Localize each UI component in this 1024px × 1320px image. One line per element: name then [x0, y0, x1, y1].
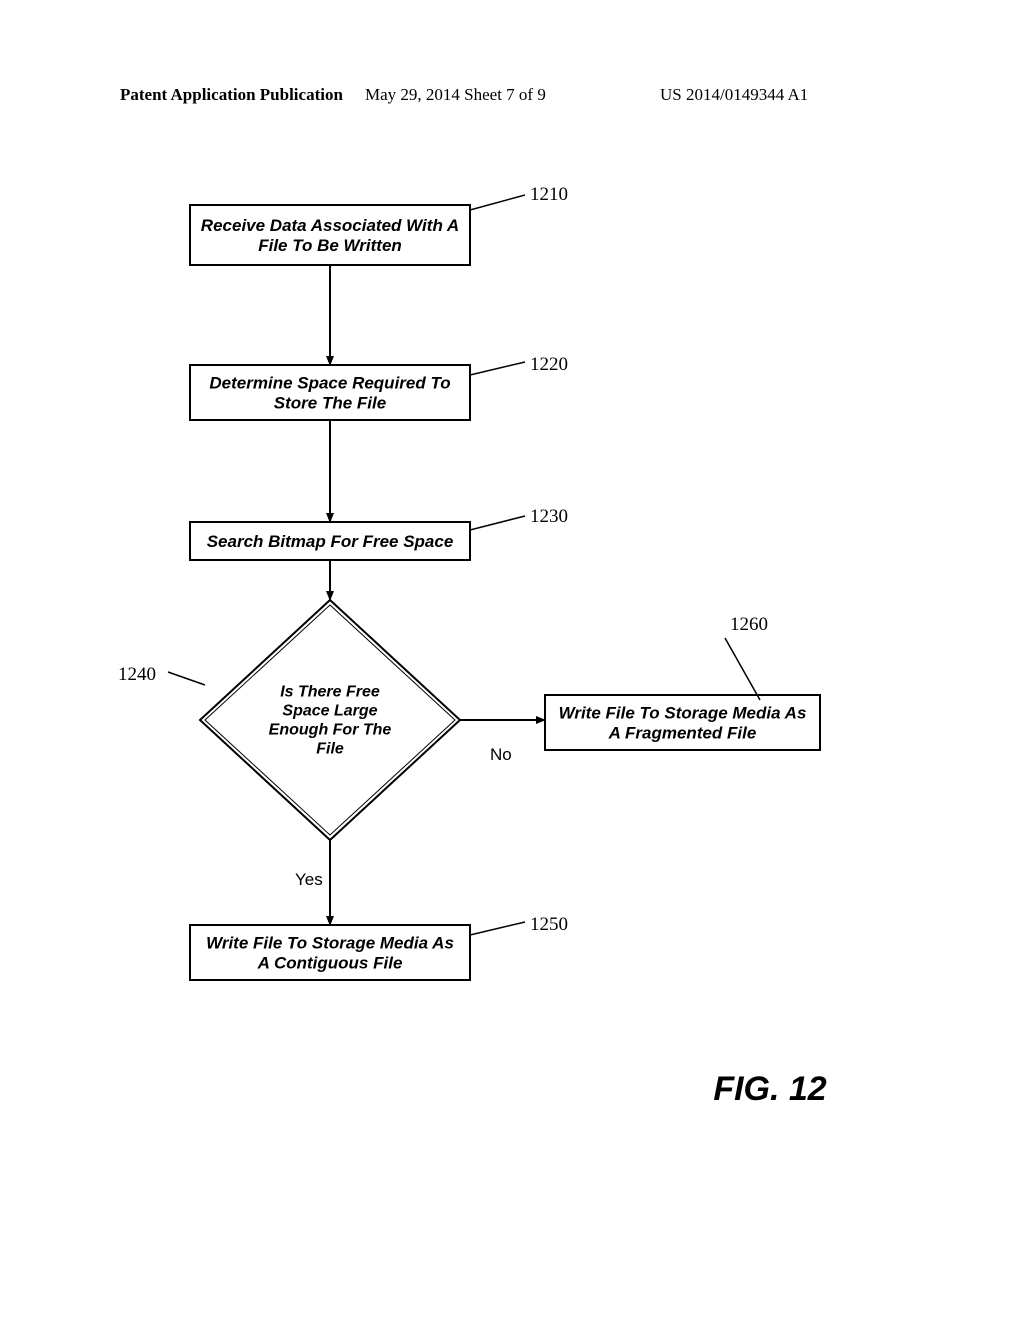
ref-leader-n1230	[470, 516, 525, 530]
ref-leader-n1210	[470, 195, 525, 210]
ref-label-n1240: 1240	[118, 664, 156, 685]
ref-leader-n1250	[470, 922, 525, 935]
ref-label-n1230: 1230	[530, 506, 568, 527]
flow-diamond-n1240	[200, 600, 460, 840]
ref-leader-n1240	[168, 672, 205, 685]
flow-box-text-n1230: Search Bitmap For Free Space	[207, 532, 454, 551]
flow-edge-label-4: Yes	[295, 870, 323, 889]
ref-label-n1260: 1260	[730, 614, 768, 635]
flow-box-text-n1210: Receive Data Associated With AFile To Be…	[201, 216, 459, 255]
ref-leader-n1260	[725, 638, 760, 700]
flow-edge-label-3: No	[490, 745, 512, 764]
flow-box-n1210	[190, 205, 470, 265]
flow-box-text-n1250: Write File To Storage Media AsA Contiguo…	[206, 934, 454, 973]
flow-box-text-n1260: Write File To Storage Media AsA Fragment…	[559, 704, 807, 743]
flow-box-text-n1220: Determine Space Required ToStore The Fil…	[209, 374, 450, 413]
ref-label-n1250: 1250	[530, 914, 568, 935]
ref-label-n1220: 1220	[530, 354, 568, 375]
flowchart-diagram: Receive Data Associated With AFile To Be…	[0, 0, 1024, 1320]
ref-leader-n1220	[470, 362, 525, 375]
flow-diamond-text-n1240: Is There FreeSpace LargeEnough For TheFi…	[269, 684, 392, 758]
ref-label-n1210: 1210	[530, 184, 568, 205]
figure-label: FIG. 12	[713, 1070, 826, 1108]
page: Patent Application Publication May 29, 2…	[0, 0, 1024, 1320]
